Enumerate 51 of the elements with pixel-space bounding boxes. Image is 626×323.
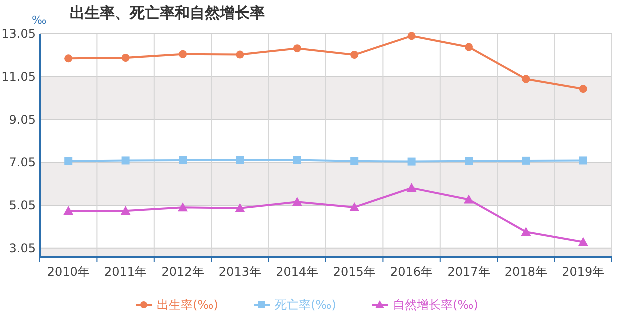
- point: [178, 202, 188, 212]
- point: [579, 85, 588, 94]
- y-axis-title: ‰: [32, 14, 47, 27]
- point: [236, 50, 244, 59]
- point: [235, 203, 246, 212]
- point: [122, 54, 130, 62]
- point: [120, 206, 131, 216]
- x-tick-label: 2018年: [504, 265, 548, 279]
- y-tick-label: 13.05: [2, 27, 36, 41]
- x-tick-label: 2010年: [47, 265, 90, 279]
- x-tick-label: 2012年: [162, 265, 204, 279]
- x-tick-label: 2013年: [218, 265, 262, 279]
- point: [292, 197, 302, 206]
- x-tick-label: 2014年: [276, 265, 319, 279]
- y-tick-label: 7.05: [9, 156, 36, 170]
- point: [293, 156, 302, 164]
- point: [464, 194, 474, 204]
- x-tick-label: 2016年: [390, 265, 434, 279]
- point: [64, 54, 73, 63]
- chart-title: 出生率、死亡率和自然增长率: [70, 4, 265, 22]
- y-tick-label: 9.05: [9, 112, 36, 127]
- y-tick-label: 5.05: [9, 198, 36, 213]
- x-tick-label: 2015年: [333, 265, 376, 279]
- point: [179, 156, 187, 165]
- legend-label: 自然增长率(‰): [393, 298, 478, 312]
- point: [521, 227, 532, 236]
- point: [579, 156, 588, 165]
- x-tick-label: 2017年: [448, 265, 490, 279]
- point: [236, 156, 244, 164]
- point: [406, 183, 417, 192]
- y-tick-label: 3.05: [9, 241, 36, 256]
- x-tick-label: 2019年: [562, 265, 605, 279]
- point: [408, 32, 416, 40]
- y-tick-label: 11.05: [2, 70, 36, 84]
- point: [122, 156, 130, 165]
- point: [179, 50, 187, 58]
- legend-label: 出生率(‰): [157, 298, 218, 312]
- point: [522, 156, 530, 165]
- point: [522, 75, 530, 84]
- point: [465, 43, 473, 52]
- point: [408, 158, 416, 166]
- x-tick-label: 2011年: [104, 265, 148, 279]
- point: [578, 237, 588, 246]
- point: [64, 157, 73, 166]
- point: [293, 44, 302, 53]
- point: [64, 206, 74, 216]
- point: [350, 202, 360, 212]
- point: [465, 157, 473, 166]
- legend-label: 死亡率(‰): [275, 298, 336, 312]
- point: [350, 157, 359, 166]
- point: [350, 51, 359, 60]
